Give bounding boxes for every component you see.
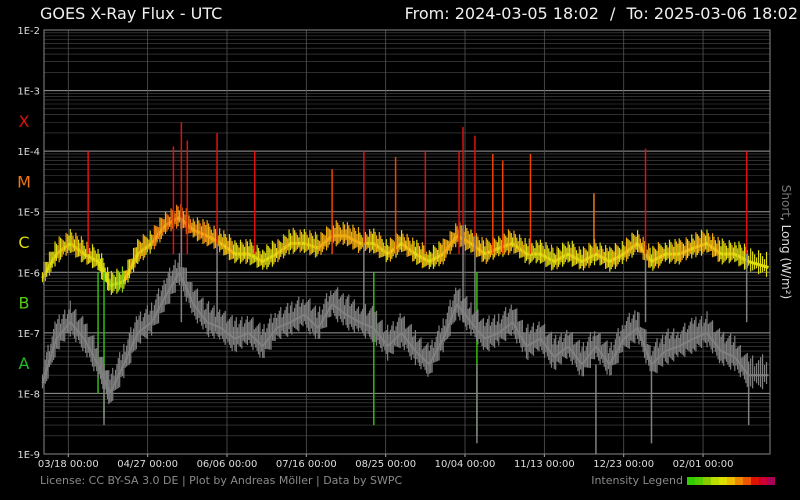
x-tick-label: 08/25 00:00 <box>355 459 416 470</box>
flare-class-B: B <box>19 294 30 313</box>
x-tick-label: 11/13 00:00 <box>514 459 575 470</box>
legend-swatch <box>735 476 743 485</box>
legend-swatch <box>703 476 711 485</box>
from-value: 2024-03-05 18:02 <box>454 4 599 23</box>
y-tick-label: 1E-5 <box>17 208 40 219</box>
plot-frame <box>43 29 771 455</box>
flare-class-labels: A B C M X <box>17 112 31 373</box>
intensity-legend: Intensity Legend <box>591 474 775 487</box>
y-tick-labels: 1E-9 1E-8 1E-7 1E-6 1E-5 1E-4 1E-3 1E-2 <box>17 26 40 461</box>
license-footer: License: CC BY-SA 3.0 DE | Plot by Andre… <box>40 474 403 487</box>
date-range: From: 2024-03-05 18:02 / To: 2025-03-06 … <box>405 4 798 23</box>
legend-swatch <box>759 476 767 485</box>
flare-class-M: M <box>17 172 31 191</box>
legend-swatch <box>767 476 775 485</box>
legend-swatch <box>687 476 695 485</box>
legend-swatch <box>751 476 759 485</box>
legend-swatch <box>743 476 751 485</box>
from-label: From: <box>404 4 450 23</box>
series-short <box>41 217 769 454</box>
legend-swatch <box>719 476 727 485</box>
y-tick-label: 1E-4 <box>17 147 40 158</box>
flare-class-C: C <box>18 233 29 252</box>
to-label: To: <box>626 4 649 23</box>
to-value: 2025-03-06 18:02 <box>653 4 798 23</box>
x-tick-label: 12/23 00:00 <box>593 459 654 470</box>
x-tick-label: 06/06 00:00 <box>197 459 258 470</box>
x-tick-label: 02/01 00:00 <box>673 459 734 470</box>
y-tick-label: 1E-2 <box>17 26 40 37</box>
x-tick-label: 07/16 00:00 <box>276 459 337 470</box>
y-axis-label-long: , Long (W/m²) <box>779 217 793 299</box>
grid <box>44 30 770 455</box>
legend-swatch <box>695 476 703 485</box>
range-separator: / <box>610 4 616 23</box>
y-tick-label: 1E-8 <box>17 389 40 400</box>
legend-swatch <box>727 476 735 485</box>
y-tick-label: 1E-3 <box>17 87 40 98</box>
x-tick-label: 04/27 00:00 <box>117 459 178 470</box>
x-tick-labels: 03/18 00:00 04/27 00:00 06/06 00:00 07/16 0… <box>38 454 734 470</box>
flare-class-A: A <box>19 354 30 373</box>
y-axis-label: Short, Long (W/m²) <box>779 185 793 299</box>
y-tick-label: 1E-9 <box>17 450 40 461</box>
intensity-legend-label: Intensity Legend <box>591 474 683 487</box>
y-tick-label: 1E-7 <box>17 329 40 340</box>
intensity-legend-bar <box>687 476 775 485</box>
series-long <box>41 122 769 436</box>
chart-title: GOES X-Ray Flux - UTC <box>40 4 223 23</box>
x-tick-label: 03/18 00:00 <box>38 459 99 470</box>
y-axis-label-short: Short <box>779 185 793 217</box>
y-tick-label: 1E-6 <box>17 268 40 279</box>
legend-swatch <box>711 476 719 485</box>
flare-class-X: X <box>19 112 30 131</box>
x-tick-label: 10/04 00:00 <box>435 459 496 470</box>
